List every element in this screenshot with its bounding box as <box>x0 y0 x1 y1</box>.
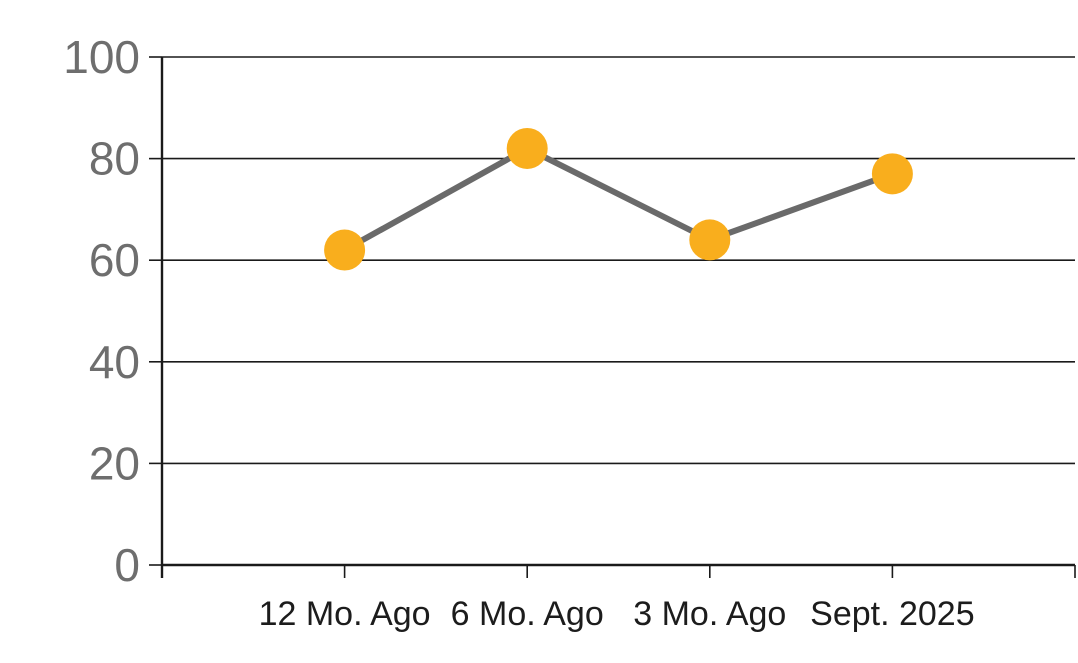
data-point-marker <box>689 219 731 261</box>
data-point-marker <box>324 229 366 271</box>
y-axis-tick-label: 100 <box>63 31 140 83</box>
y-axis-tick-label: 60 <box>89 234 140 286</box>
series-line <box>341 145 896 254</box>
y-axis-tick-label: 0 <box>114 539 140 591</box>
y-axis-tick-label: 40 <box>89 336 140 388</box>
x-axis-category-label: 3 Mo. Ago <box>633 595 786 633</box>
data-point-marker <box>506 127 548 169</box>
x-axis-category-label: Sept. 2025 <box>810 595 974 633</box>
data-point-marker <box>871 153 913 195</box>
y-axis-tick-label: 20 <box>89 437 140 489</box>
y-axis-tick-label: 80 <box>89 133 140 185</box>
x-axis-category-label: 6 Mo. Ago <box>451 595 604 633</box>
x-axis-category-label: 12 Mo. Ago <box>259 595 431 633</box>
